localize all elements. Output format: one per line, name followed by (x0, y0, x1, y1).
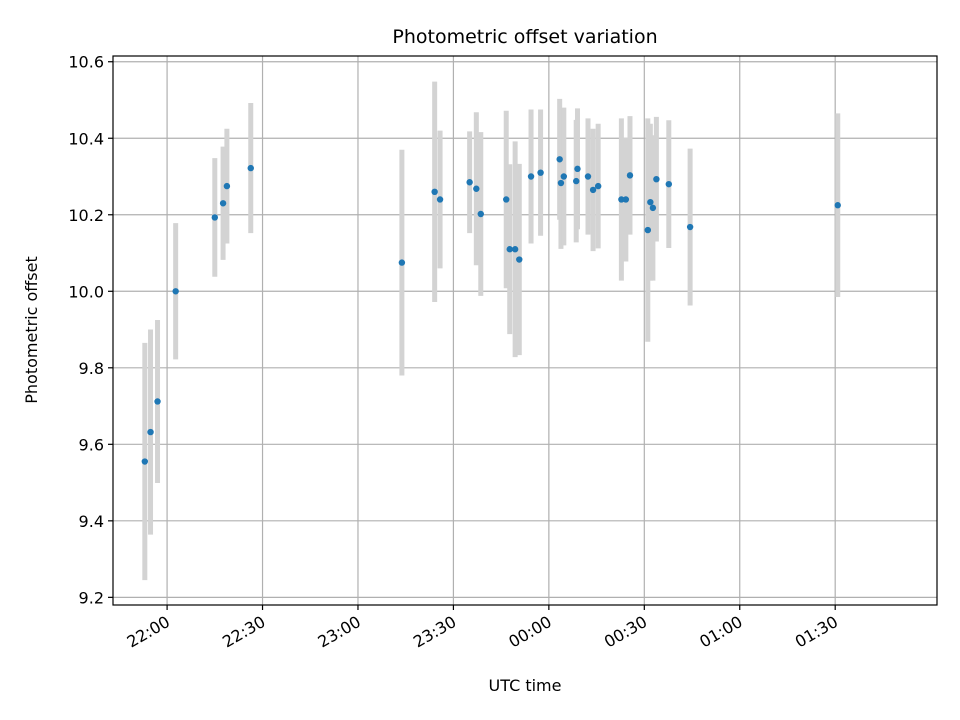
data-point (557, 179, 565, 187)
y-tick-label: 9.4 (79, 512, 104, 531)
data-point (622, 196, 630, 203)
y-tick-label: 10.6 (68, 53, 104, 72)
data-point (573, 177, 580, 185)
data-point (527, 173, 535, 180)
data-point (556, 156, 563, 163)
data-point (223, 182, 231, 190)
data-point (686, 223, 694, 231)
data-point (516, 256, 523, 263)
data-point (247, 164, 254, 172)
data-point (506, 246, 513, 253)
data-point (649, 204, 657, 212)
y-axis: 9.2 9.4 9.6 9.8 10.0 10.2 10.4 10.6 (68, 53, 113, 607)
data-points (141, 156, 841, 465)
data-point (436, 196, 444, 203)
data-point (665, 180, 673, 188)
data-point (644, 226, 652, 234)
data-point (477, 210, 484, 218)
data-point (211, 214, 219, 221)
data-point (172, 288, 179, 295)
data-point (431, 188, 438, 196)
y-tick-label: 9.8 (79, 359, 104, 378)
y-tick-label: 10.4 (68, 129, 104, 148)
chart-title: Photometric offset variation (392, 26, 657, 48)
grid (113, 56, 937, 605)
y-tick-label: 10.0 (68, 282, 104, 301)
data-point (618, 196, 625, 203)
data-point (141, 458, 149, 465)
data-point (594, 182, 602, 190)
y-axis-label: Photometric offset (22, 256, 41, 404)
data-point (154, 398, 161, 405)
data-point (503, 196, 510, 203)
data-point (584, 173, 592, 180)
x-axis-label: UTC time (489, 676, 562, 695)
y-tick-label: 9.6 (79, 435, 104, 454)
data-point (219, 200, 227, 207)
data-point (537, 169, 544, 176)
y-tick-label: 10.2 (68, 206, 104, 225)
data-point (589, 186, 597, 194)
data-point (834, 202, 841, 209)
data-point (466, 179, 473, 186)
data-point (560, 173, 568, 180)
data-point (511, 246, 519, 253)
data-point (626, 172, 634, 179)
data-point (147, 428, 154, 436)
y-tick-label: 9.2 (79, 588, 104, 607)
data-point (647, 198, 654, 206)
data-point (473, 185, 480, 192)
plot-frame (112, 55, 938, 606)
data-point (398, 259, 406, 266)
data-point (653, 175, 660, 183)
data-point (574, 165, 581, 173)
